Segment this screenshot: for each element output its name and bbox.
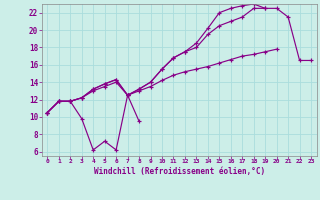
X-axis label: Windchill (Refroidissement éolien,°C): Windchill (Refroidissement éolien,°C) (94, 167, 265, 176)
